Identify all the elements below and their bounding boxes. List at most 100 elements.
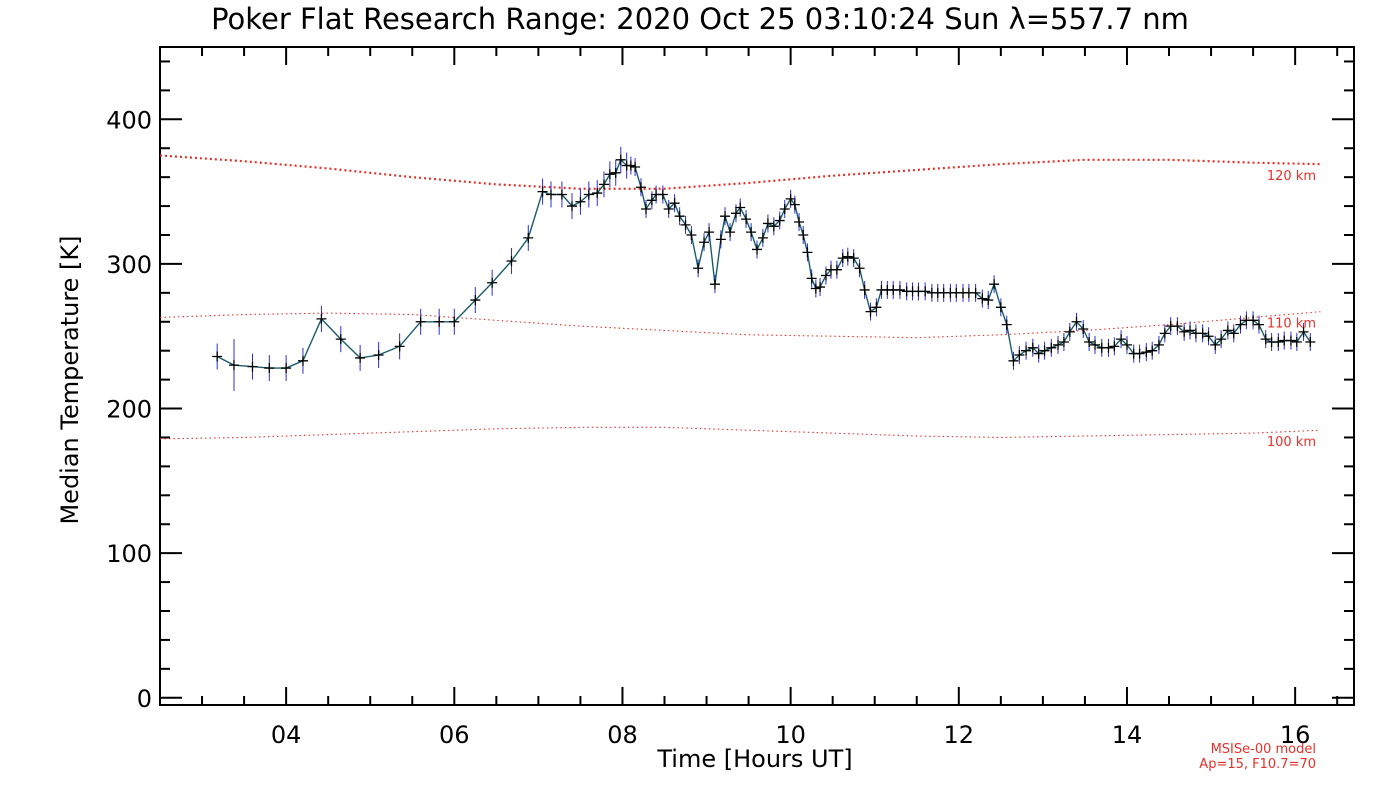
data-point <box>615 154 626 165</box>
data-point <box>212 351 223 362</box>
data-point <box>741 214 752 225</box>
y-tick-label: 0 <box>137 685 152 713</box>
data-point <box>989 279 1000 290</box>
data-point <box>842 251 853 262</box>
data-point <box>1203 331 1214 342</box>
data-point <box>983 295 994 306</box>
data-point <box>1039 345 1050 356</box>
data-point <box>281 363 292 374</box>
data-point <box>1291 337 1302 348</box>
data-point <box>1001 319 1012 330</box>
model-curve-label: 110 km <box>1267 317 1316 332</box>
data-point <box>1216 334 1227 345</box>
data-point <box>1141 347 1152 358</box>
data-point <box>545 189 556 200</box>
data-point <box>1109 341 1120 352</box>
data-point <box>297 355 308 366</box>
data-point <box>715 234 726 245</box>
data-point <box>894 284 905 295</box>
data-point <box>789 199 800 210</box>
data-point <box>865 306 876 317</box>
data-point <box>1285 335 1296 346</box>
data-point <box>1147 345 1158 356</box>
x-tick-label: 14 <box>1112 721 1143 749</box>
data-point <box>674 211 685 222</box>
data-point <box>1008 355 1019 366</box>
data-point <box>1273 337 1284 348</box>
data-point <box>598 179 609 190</box>
data-point <box>859 284 870 295</box>
data-point <box>635 182 646 193</box>
data-point <box>802 247 813 258</box>
data-point <box>709 279 720 290</box>
data-point <box>779 203 790 214</box>
data-point <box>247 361 258 372</box>
data-point <box>1046 342 1057 353</box>
y-tick-label: 200 <box>106 396 152 424</box>
data-point <box>1260 334 1271 345</box>
data-point <box>373 350 384 361</box>
data-point <box>977 293 988 304</box>
data-point <box>1228 328 1239 339</box>
data-point <box>735 202 746 213</box>
y-tick-label: 400 <box>106 106 152 134</box>
model-curve-100km <box>159 426 1321 440</box>
data-point <box>1027 342 1038 353</box>
data-point <box>630 162 641 173</box>
model-curve-label: 100 km <box>1267 435 1316 450</box>
data-point <box>228 360 239 371</box>
data-point <box>704 227 715 238</box>
data-point <box>693 263 704 274</box>
data-point <box>820 270 831 281</box>
x-tick-label: 16 <box>1280 721 1311 749</box>
x-tick-label: 08 <box>607 721 638 749</box>
data-point <box>592 188 603 199</box>
data-point <box>1021 345 1032 356</box>
data-point <box>794 216 805 227</box>
data-point <box>1222 325 1233 336</box>
model-curve-110km <box>159 311 1321 339</box>
data-point <box>1058 337 1069 348</box>
data-point <box>335 334 346 345</box>
model-curve-120km <box>159 154 1321 190</box>
data-point <box>610 167 621 178</box>
data-point <box>604 169 615 180</box>
data-point <box>798 230 809 240</box>
data-point <box>394 341 405 352</box>
data-point <box>686 230 697 240</box>
data-point <box>699 237 710 248</box>
data-point <box>806 273 817 284</box>
data-point <box>725 227 736 238</box>
data-point <box>757 232 768 243</box>
data-point <box>487 277 498 288</box>
data-point <box>583 189 594 200</box>
data-point <box>848 253 859 264</box>
x-tick-label: 12 <box>944 721 975 749</box>
y-tick-label: 300 <box>106 251 152 279</box>
data-point <box>1033 348 1044 359</box>
data-point <box>995 302 1006 313</box>
plot-frame <box>159 46 1355 706</box>
data-point <box>657 189 668 200</box>
data-point <box>641 203 652 214</box>
data-point <box>1053 339 1064 350</box>
data-point <box>720 211 731 222</box>
data-point <box>1103 342 1114 353</box>
data-point <box>556 189 567 200</box>
data-point <box>1179 326 1190 337</box>
data-point <box>1014 350 1025 361</box>
data-point <box>1210 339 1221 350</box>
data-point <box>1121 339 1132 350</box>
data-point <box>506 256 517 267</box>
data-point <box>646 195 657 206</box>
data-point <box>730 208 741 219</box>
data-point <box>837 253 848 264</box>
data-point <box>854 263 865 274</box>
model-name: MSISe-00 model <box>1210 742 1316 757</box>
data-point <box>537 186 548 197</box>
model-note: MSISe-00 model Ap=15, F10.7=70 <box>1199 742 1316 772</box>
data-point <box>355 352 366 363</box>
data-point <box>768 221 779 232</box>
data-point <box>774 215 785 226</box>
data-point <box>920 286 931 297</box>
